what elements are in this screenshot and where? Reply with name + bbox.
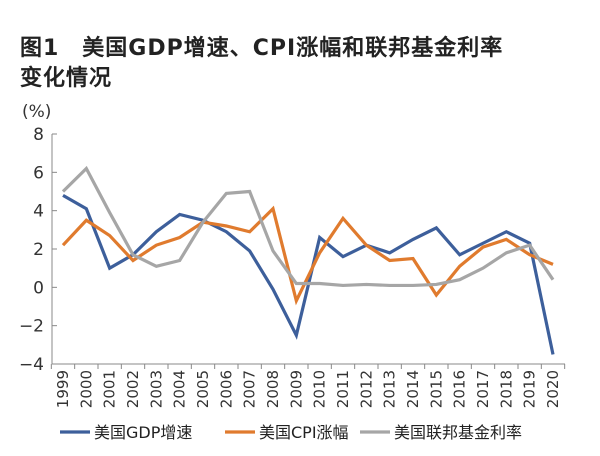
series-line-美国CPI涨幅	[61, 205, 554, 306]
y-tick-label: 0	[33, 278, 44, 298]
series-line-美国GDP增速	[62, 193, 555, 355]
series-line-美国联邦基金利率	[61, 165, 555, 288]
x-tick-label: 2011	[334, 370, 352, 408]
legend-label: 美国GDP增速	[94, 423, 192, 442]
x-tick-label: 2000	[77, 370, 95, 408]
x-tick-label: 2013	[381, 370, 399, 408]
x-tick-label: 2014	[404, 370, 422, 408]
legend-label: 美国联邦基金利率	[394, 423, 522, 442]
x-tick-label: 2009	[287, 370, 305, 408]
x-tick-label: 2003	[147, 370, 165, 408]
y-tick-label: 8	[33, 125, 44, 145]
x-tick-label: 2012	[357, 370, 375, 408]
x-tick-label: 2015	[427, 370, 445, 408]
x-tick-label: 2020	[544, 370, 562, 408]
x-tick-label: 2002	[124, 370, 142, 408]
x-tick-label: 2010	[311, 370, 329, 408]
legend-label: 美国CPI涨幅	[259, 423, 349, 442]
chart-title-line1: 图1 美国GDP增速、CPI涨幅和联邦基金利率	[20, 36, 504, 61]
y-tick-label: 2	[33, 240, 44, 260]
x-tick-label: 2006	[217, 370, 235, 408]
x-tick-label: 2016	[451, 370, 469, 408]
x-tick-label: 1999	[54, 370, 72, 408]
x-tick-label: 2004	[171, 370, 189, 408]
y-tick-label: −4	[19, 355, 44, 375]
y-tick-label: −2	[19, 317, 44, 337]
x-tick-label: 2001	[101, 370, 119, 408]
x-tick-label: 2005	[194, 370, 212, 408]
x-tick-label: 2019	[521, 370, 539, 408]
chart-title-line2: 变化情况	[20, 66, 113, 91]
y-tick-label: 6	[33, 163, 44, 183]
x-tick-label: 2007	[241, 370, 259, 408]
y-tick-label: 4	[33, 202, 44, 222]
y-axis-label: (%)	[22, 102, 51, 122]
x-tick-label: 2008	[264, 370, 282, 408]
x-tick-label: 2017	[474, 370, 492, 408]
x-tick-label: 2018	[497, 370, 515, 408]
